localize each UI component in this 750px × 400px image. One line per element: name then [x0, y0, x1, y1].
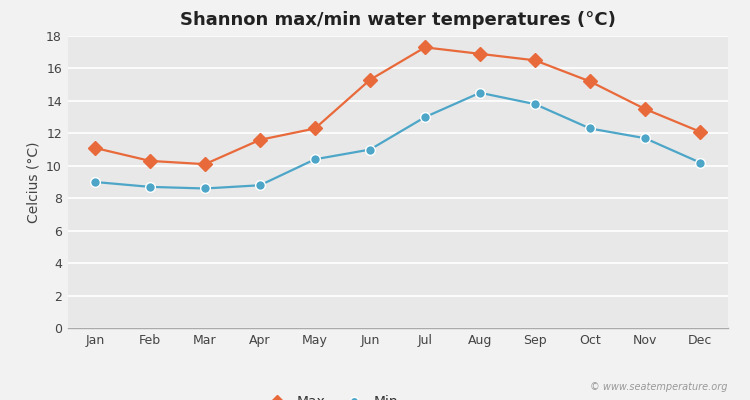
Max — [695, 129, 704, 134]
Y-axis label: Celcius (°C): Celcius (°C) — [26, 141, 40, 223]
Min — [586, 126, 595, 131]
Max — [530, 58, 539, 63]
Max — [640, 106, 650, 111]
Text: © www.seatemperature.org: © www.seatemperature.org — [590, 382, 728, 392]
Min — [365, 147, 374, 152]
Max — [256, 138, 265, 142]
Max — [476, 52, 484, 56]
Min — [146, 184, 154, 189]
Min — [310, 157, 320, 162]
Min — [695, 160, 704, 165]
Max — [365, 78, 374, 82]
Max — [200, 162, 209, 166]
Title: Shannon max/min water temperatures (°C): Shannon max/min water temperatures (°C) — [179, 11, 616, 29]
Line: Max: Max — [90, 42, 705, 169]
Max — [91, 146, 100, 150]
Max — [421, 45, 430, 50]
Min — [530, 102, 539, 106]
Min — [91, 180, 100, 184]
Max — [586, 79, 595, 84]
Min — [640, 136, 650, 140]
Min — [421, 115, 430, 120]
Min — [256, 183, 265, 188]
Legend: Max, Min: Max, Min — [259, 389, 404, 400]
Max — [310, 126, 320, 131]
Min — [200, 186, 209, 191]
Max — [146, 158, 154, 163]
Min — [476, 90, 484, 95]
Line: Min: Min — [90, 88, 705, 193]
